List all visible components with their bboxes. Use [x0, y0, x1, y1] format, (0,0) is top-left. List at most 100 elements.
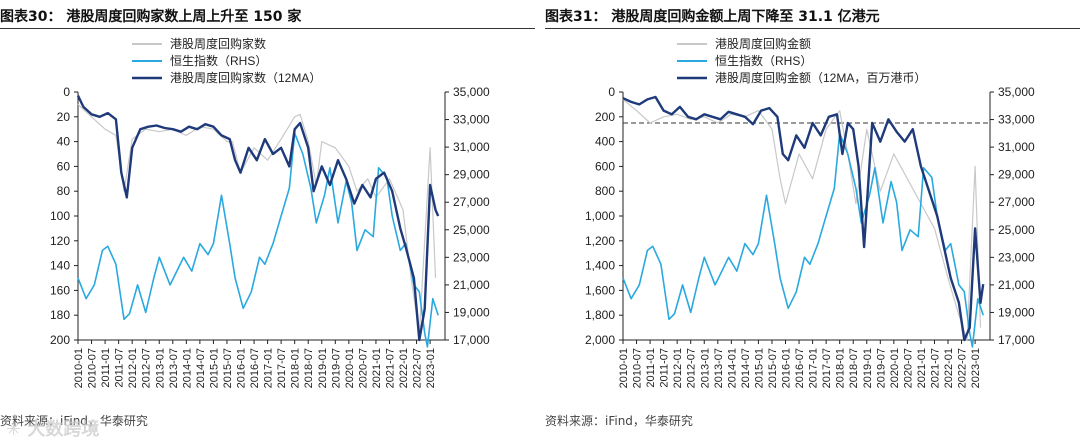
x-tick-label: 2016-01	[781, 348, 793, 388]
left-tick-label: 80	[57, 184, 71, 198]
x-tick-label: 2022-07	[412, 348, 424, 388]
x-tick-label: 2023-01	[970, 348, 982, 388]
x-tick-label: 2017-01	[263, 348, 275, 388]
x-tick-label: 2021-01	[371, 348, 383, 388]
x-tick-label: 2010-01	[618, 348, 630, 388]
legend-label: 港股周度回购家数（12MA）	[170, 70, 321, 85]
x-tick-label: 2012-07	[686, 348, 698, 388]
x-tick-label: 2022-01	[943, 348, 955, 388]
x-tick-label: 2018-01	[290, 348, 302, 388]
chart-source: 资料来源：iFind，华泰研究	[0, 414, 148, 428]
x-tick-label: 2018-01	[835, 348, 847, 388]
left-tick-label: 1,200	[585, 234, 615, 248]
x-tick-label: 2017-07	[821, 348, 833, 388]
left-tick-label: 200	[50, 333, 70, 347]
series-line	[622, 132, 984, 348]
x-tick-label: 2013-01	[699, 348, 711, 388]
x-tick-label: 2011-07	[114, 348, 126, 388]
legend-label: 港股周度回购金额（12MA，百万港币）	[715, 70, 926, 85]
x-tick-label: 2011-07	[659, 348, 671, 388]
left-tick-label: 60	[57, 159, 71, 173]
right-tick-label: 35,000	[998, 85, 1035, 99]
x-tick-label: 2014-01	[726, 348, 738, 388]
x-tick-label: 2015-01	[753, 348, 765, 388]
x-tick-label: 2020-01	[344, 348, 356, 388]
title-divider	[545, 28, 1080, 29]
x-tick-label: 2014-07	[740, 348, 752, 388]
x-tick-label: 2021-07	[384, 348, 396, 388]
chart-source: 资料来源：iFind，华泰研究	[545, 414, 693, 428]
x-tick-label: 2015-07	[767, 348, 779, 388]
chart-panel-left: 图表30： 港股周度回购家数上周上升至 150 家 0 20 40 60 80 100 12…	[0, 0, 535, 445]
legend-label: 恒生指数（RHS）	[170, 53, 267, 68]
right-tick-label: 33,000	[998, 113, 1035, 127]
left-tick-label: 200	[595, 110, 615, 124]
x-tick-label: 2014-01	[181, 348, 193, 388]
chart-svg: 0 200 400 600 800 1,000 1,200 1,400 1,600 1,800 2,…	[585, 36, 1035, 388]
x-tick-label: 2021-07	[929, 348, 941, 388]
x-tick-label: 2010-07	[632, 348, 644, 388]
right-tick-label: 31,000	[453, 140, 490, 154]
series-line	[77, 103, 437, 335]
x-tick-label: 2016-07	[794, 348, 806, 388]
x-tick-label: 2019-01	[862, 348, 874, 388]
left-tick-label: 100	[50, 209, 70, 223]
x-tick-label: 2016-01	[236, 348, 248, 388]
left-tick-label: 600	[595, 159, 615, 173]
x-tick-label: 2017-07	[276, 348, 288, 388]
x-tick-label: 2019-01	[317, 348, 329, 388]
x-tick-label: 2015-07	[222, 348, 234, 388]
right-tick-label: 33,000	[453, 113, 490, 127]
series-line	[77, 132, 439, 348]
right-tick-label: 29,000	[998, 168, 1035, 182]
left-tick-label: 140	[50, 259, 70, 273]
series-line	[76, 95, 440, 342]
series-line	[622, 95, 985, 342]
x-tick-label: 2013-01	[154, 348, 166, 388]
x-tick-label: 2015-01	[208, 348, 220, 388]
left-tick-label: 180	[50, 308, 70, 322]
left-tick-label: 160	[50, 283, 70, 297]
x-tick-label: 2012-07	[141, 348, 153, 388]
right-tick-label: 19,000	[998, 305, 1035, 319]
legend-label: 港股周度回购家数	[170, 36, 266, 51]
right-tick-label: 23,000	[998, 250, 1035, 264]
x-tick-label: 2010-01	[73, 348, 85, 388]
right-tick-label: 35,000	[453, 85, 490, 99]
series-line	[622, 98, 982, 341]
x-tick-label: 2022-01	[398, 348, 410, 388]
x-tick-label: 2012-01	[127, 348, 139, 388]
watermark-logo: ✳ 大数跨境	[6, 419, 100, 440]
chart-title: 图表31： 港股周度回购金额上周下降至 31.1 亿港元	[545, 9, 880, 25]
right-tick-label: 31,000	[998, 140, 1035, 154]
left-tick-label: 1,400	[585, 259, 615, 273]
x-tick-label: 2023-01	[425, 348, 437, 388]
right-tick-label: 21,000	[998, 278, 1035, 292]
x-tick-label: 2010-07	[87, 348, 99, 388]
title-divider	[0, 28, 535, 29]
x-tick-label: 2014-07	[195, 348, 207, 388]
watermark-text: 大数跨境	[27, 419, 100, 440]
x-tick-label: 2011-01	[645, 348, 657, 388]
x-tick-label: 2020-07	[357, 348, 369, 388]
x-tick-label: 2013-07	[713, 348, 725, 388]
x-tick-label: 2016-07	[249, 348, 261, 388]
x-tick-label: 2020-01	[889, 348, 901, 388]
x-tick-label: 2018-07	[303, 348, 315, 388]
left-tick-label: 0	[608, 85, 615, 99]
right-tick-label: 27,000	[998, 195, 1035, 209]
x-tick-label: 2019-07	[875, 348, 887, 388]
chart-svg: 0 20 40 60 80 100 120 140 160 180 200 35,000 33,000 3…	[50, 36, 490, 388]
right-tick-label: 17,000	[998, 333, 1035, 347]
x-tick-label: 2021-01	[916, 348, 928, 388]
left-tick-label: 20	[57, 110, 71, 124]
x-tick-label: 2018-07	[848, 348, 860, 388]
left-tick-label: 1,800	[585, 308, 615, 322]
legend-label: 港股周度回购金额	[715, 36, 811, 51]
left-tick-label: 0	[63, 85, 70, 99]
right-tick-label: 23,000	[453, 250, 490, 264]
right-tick-label: 25,000	[998, 223, 1035, 237]
right-tick-label: 27,000	[453, 195, 490, 209]
legend-label: 恒生指数（RHS）	[715, 53, 812, 68]
left-tick-label: 400	[595, 135, 615, 149]
